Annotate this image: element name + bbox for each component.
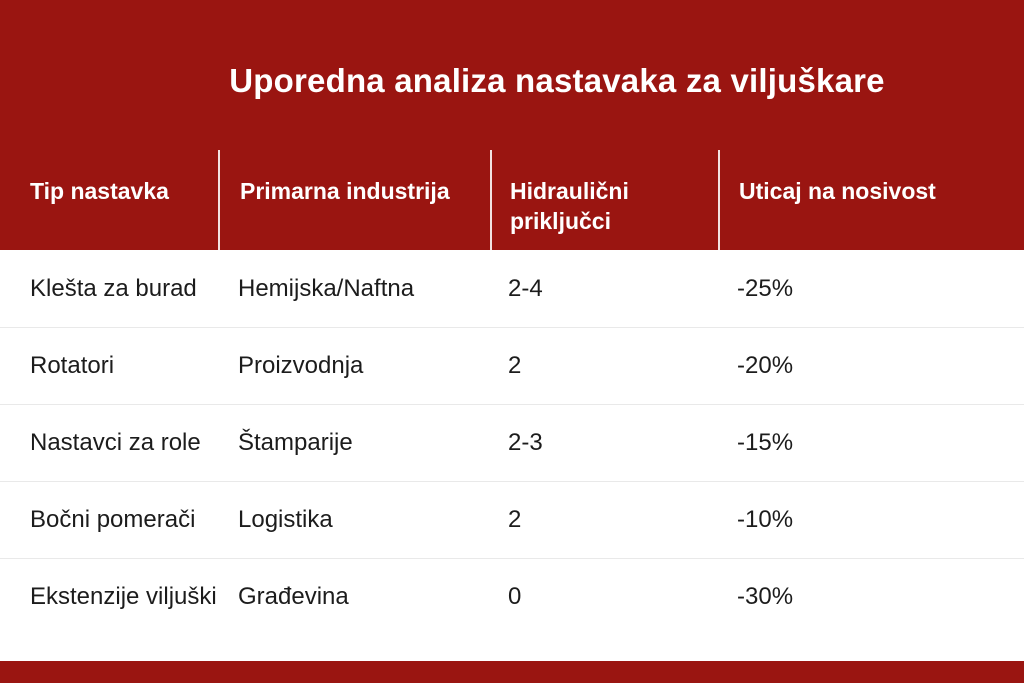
table-cell: Hemijska/Naftna	[238, 274, 415, 302]
table-cell: -20%	[737, 352, 794, 379]
column-header-uticaj-na-nosivost: Uticaj na nosivost	[718, 150, 1024, 250]
column-header-hidraulicni-prikljucci: Hidraulični priključci	[490, 150, 718, 250]
table-header-row: Tip nastavka Primarna industrija Hidraul…	[0, 150, 1024, 250]
table-row: Nastavci za role Štamparije 2-3 -15%	[0, 404, 1024, 481]
table-cell: Proizvodnja	[238, 352, 364, 379]
page-title: Uporedna analiza nastavaka za viljuškare	[229, 62, 885, 99]
table-cell: 2	[508, 506, 522, 533]
table-cell: -15%	[737, 429, 794, 456]
table-cell: Bočni pomerači	[30, 506, 196, 533]
table-row: Ekstenzije viljuški Građevina 0 -30%	[0, 558, 1024, 635]
table-cell: Ekstenzije viljuški	[30, 583, 217, 610]
table-cell: 0	[508, 583, 522, 610]
table-cell: Klešta za burad	[30, 274, 197, 302]
table-cell: -10%	[737, 506, 794, 533]
column-header-tip-nastavka: Tip nastavka	[30, 178, 169, 204]
table-cell: Rotatori	[30, 352, 115, 379]
table-cell: 2-4	[508, 274, 543, 302]
title-band: Uporedna analiza nastavaka za viljuškare	[0, 0, 1024, 150]
table-body: Klešta za burad Hemijska/Naftna 2-4 -25% Rot…	[0, 250, 1024, 635]
table-cell: Logistika	[238, 506, 333, 533]
table-cell: Nastavci za role	[30, 429, 201, 456]
table-cell: 2-3	[508, 429, 543, 456]
column-header-primarna-industrija: Primarna industrija	[218, 150, 490, 250]
bottom-accent-bar	[0, 661, 1024, 683]
table-cell: Štamparije	[238, 429, 353, 456]
table-cell: -30%	[737, 583, 794, 610]
table-cell: Građevina	[238, 583, 349, 610]
table-row: Klešta za burad Hemijska/Naftna 2-4 -25%	[0, 250, 1024, 327]
table-cell: 2	[508, 352, 522, 379]
table-cell: -25%	[737, 274, 794, 302]
table-row: Rotatori Proizvodnja 2 -20%	[0, 327, 1024, 404]
table-row: Bočni pomerači Logistika 2 -10%	[0, 481, 1024, 558]
